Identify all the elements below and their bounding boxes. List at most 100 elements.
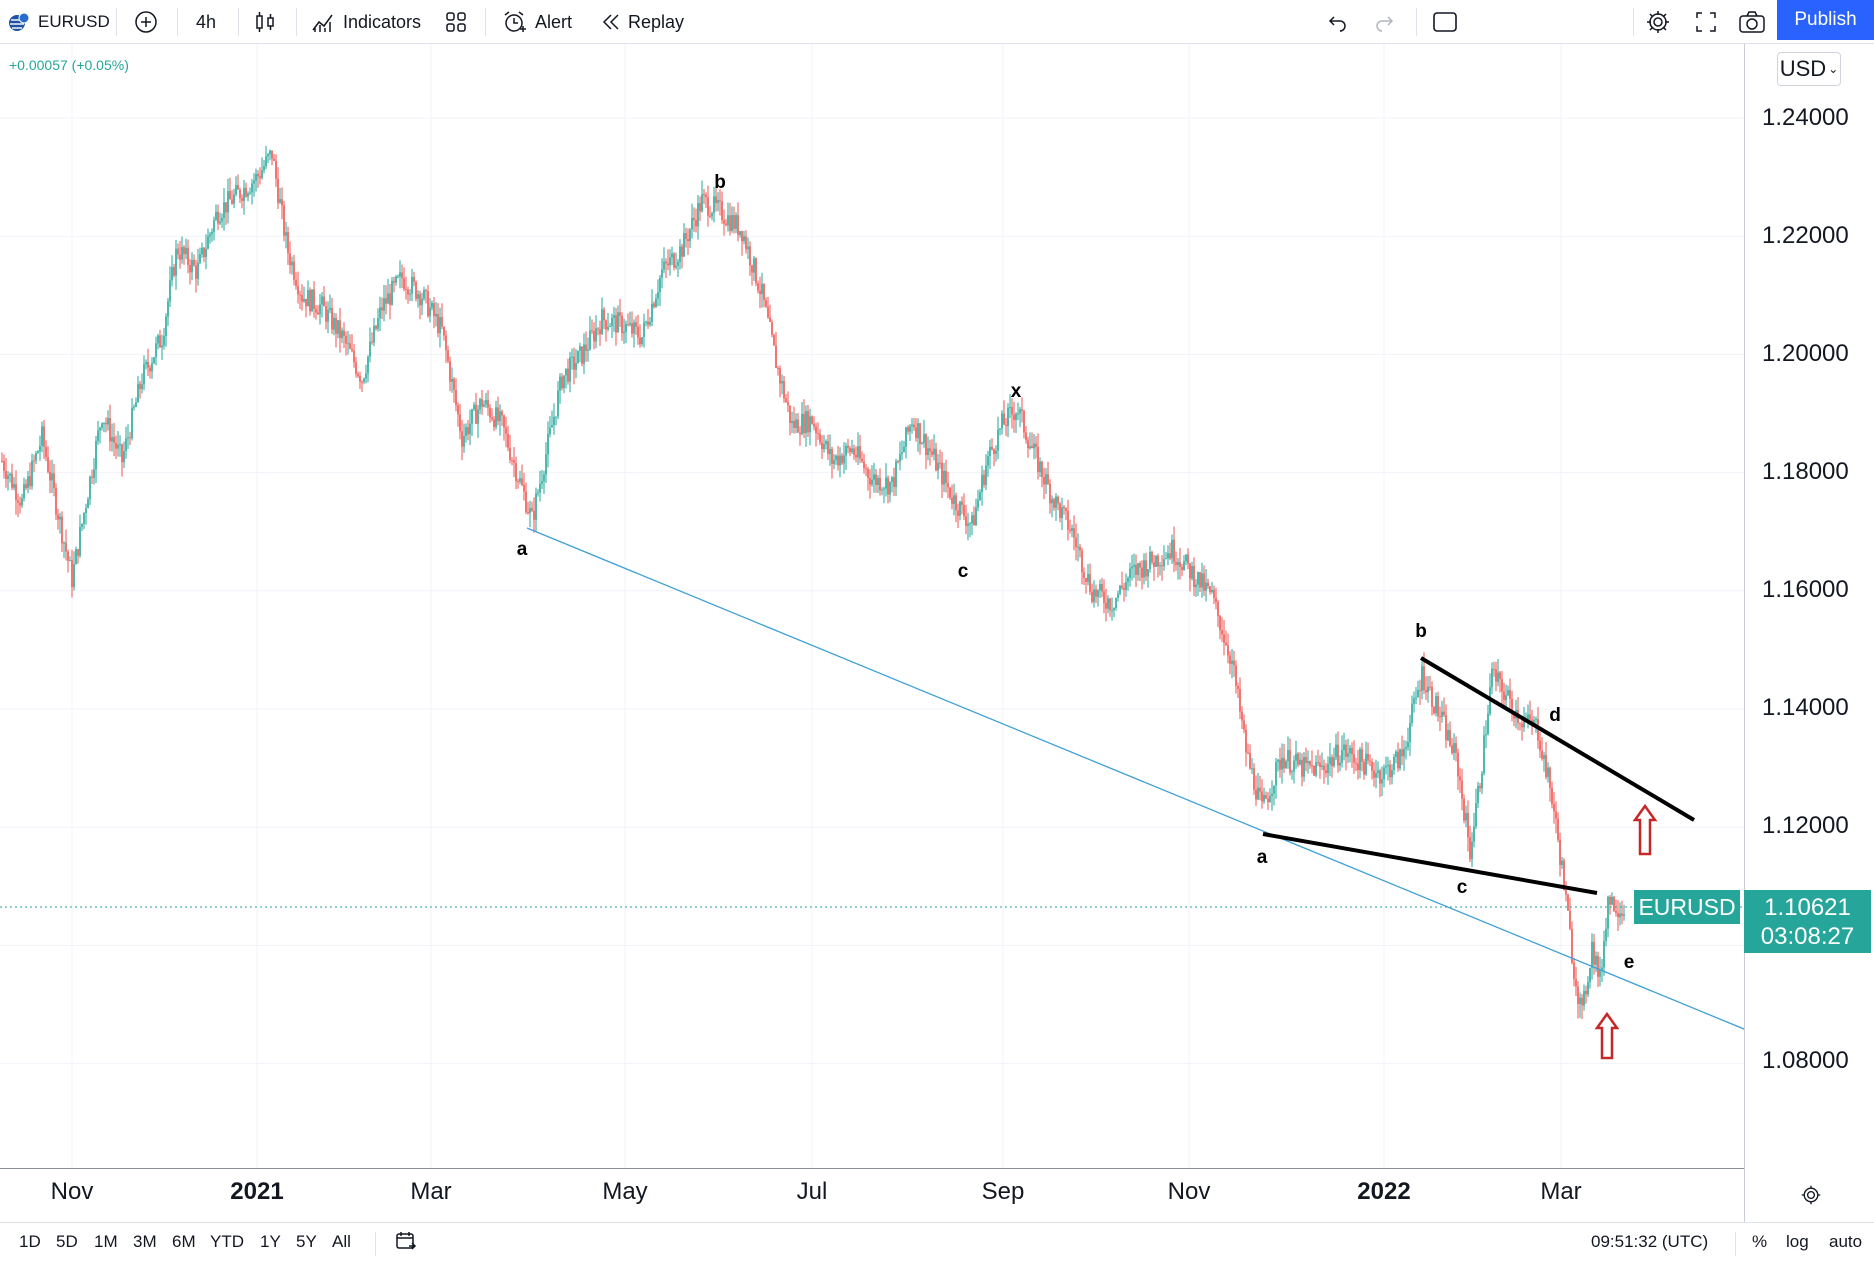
candle-body (1363, 761, 1365, 775)
candle-body (885, 477, 887, 489)
candle-body (55, 488, 57, 515)
candle-body (253, 180, 255, 184)
candle-body (23, 484, 25, 499)
publish-button[interactable]: Publish (1777, 0, 1874, 40)
candle-body (283, 205, 285, 236)
range-3m[interactable]: 3M (133, 1232, 157, 1251)
range-all[interactable]: All (332, 1232, 351, 1251)
candle-body (33, 460, 35, 462)
candle-body (141, 384, 143, 389)
candle-body (781, 381, 783, 384)
candle-body (343, 330, 345, 336)
settings-button[interactable] (1645, 0, 1671, 44)
log-toggle[interactable]: log (1786, 1232, 1809, 1251)
candle-body (35, 453, 37, 461)
candle-body (1165, 558, 1167, 560)
range-ytd[interactable]: YTD (210, 1232, 244, 1251)
price-chart[interactable] (0, 0, 1744, 1168)
candle-body (1019, 409, 1021, 414)
candle-body (713, 196, 715, 214)
chart-drawings (0, 527, 1744, 1060)
candle-body (183, 247, 185, 255)
candle-body (467, 427, 469, 435)
candle-body (1371, 761, 1373, 771)
candle-body (867, 468, 869, 478)
candle-body (999, 428, 1001, 430)
candle-body (639, 337, 641, 345)
calendar-icon (395, 1232, 417, 1256)
candle-body (423, 290, 425, 299)
range-5d[interactable]: 5D (56, 1232, 78, 1251)
candle-body (855, 454, 857, 458)
candle-body (1355, 762, 1357, 764)
candle-body (841, 455, 843, 464)
chart-type-button[interactable] (253, 0, 277, 44)
fullscreen-mode-button[interactable] (1432, 0, 1458, 44)
wave-label-a1: a (516, 539, 528, 560)
candle-body (337, 320, 339, 334)
candle-body (1389, 764, 1391, 778)
alert-button[interactable]: Alert (501, 0, 572, 44)
fullscreen-button[interactable] (1694, 0, 1718, 44)
utc-clock[interactable]: 09:51:32 (UTC) (1591, 1232, 1709, 1251)
candle-body (1111, 610, 1113, 612)
candle-body (1325, 770, 1327, 774)
redo-button[interactable] (1374, 0, 1396, 44)
candle-body (655, 298, 657, 307)
candle-body (111, 437, 113, 442)
candle-body (995, 450, 997, 454)
candle-body (211, 231, 213, 235)
axis-settings-button[interactable] (1800, 1184, 1822, 1211)
candle-body (955, 495, 957, 511)
currency-selector[interactable]: USD ⌄ (1777, 52, 1841, 86)
candle-body (365, 373, 367, 379)
candle-body (1411, 703, 1413, 723)
candle-body (605, 320, 607, 330)
candle-body (757, 283, 759, 291)
candle-body (1169, 553, 1171, 559)
candle-body (1309, 761, 1311, 766)
candle-body (453, 379, 455, 391)
range-6m[interactable]: 6M (172, 1232, 196, 1251)
undo-button[interactable] (1326, 0, 1348, 44)
candle-body (519, 478, 521, 482)
candle-body (579, 346, 581, 351)
candle-body (1195, 584, 1197, 588)
layout-button[interactable] (444, 0, 468, 44)
candle-body (509, 447, 511, 460)
range-1y[interactable]: 1Y (260, 1232, 281, 1251)
candle-body (1081, 550, 1083, 573)
time-tick: Mar (1540, 1178, 1582, 1205)
candle-body (1499, 672, 1501, 680)
wave-label-b2: b (1415, 621, 1427, 642)
interval-button[interactable]: 4h (196, 0, 216, 44)
candle-body (1055, 496, 1057, 508)
snapshot-button[interactable] (1738, 0, 1766, 44)
symbol-search[interactable]: EURUSD (8, 0, 110, 44)
replay-button[interactable]: Replay (600, 0, 684, 44)
candle-body (1521, 724, 1523, 728)
candle-body (803, 413, 805, 434)
auto-toggle[interactable]: auto (1829, 1232, 1863, 1251)
goto-date-button[interactable] (395, 1230, 417, 1257)
candle-body (469, 423, 471, 435)
candle-body (389, 293, 391, 305)
candle-body (303, 298, 305, 302)
candle-body (1029, 446, 1031, 449)
percent-toggle[interactable]: % (1752, 1232, 1768, 1251)
candle-body (725, 223, 727, 226)
candle-body (13, 484, 15, 488)
candle-body (951, 497, 953, 504)
candle-body (119, 444, 121, 446)
range-5y[interactable]: 5Y (296, 1232, 317, 1251)
candle-body (1301, 759, 1303, 777)
range-1d[interactable]: 1D (19, 1232, 41, 1251)
candle-body (1089, 574, 1091, 592)
candle-body (1393, 756, 1395, 770)
candle-body (1277, 759, 1279, 762)
candle-body (701, 194, 703, 212)
indicators-button[interactable]: Indicators (311, 0, 421, 44)
candle-body (139, 383, 141, 389)
compare-button[interactable] (134, 0, 158, 44)
range-1m[interactable]: 1M (94, 1232, 118, 1251)
